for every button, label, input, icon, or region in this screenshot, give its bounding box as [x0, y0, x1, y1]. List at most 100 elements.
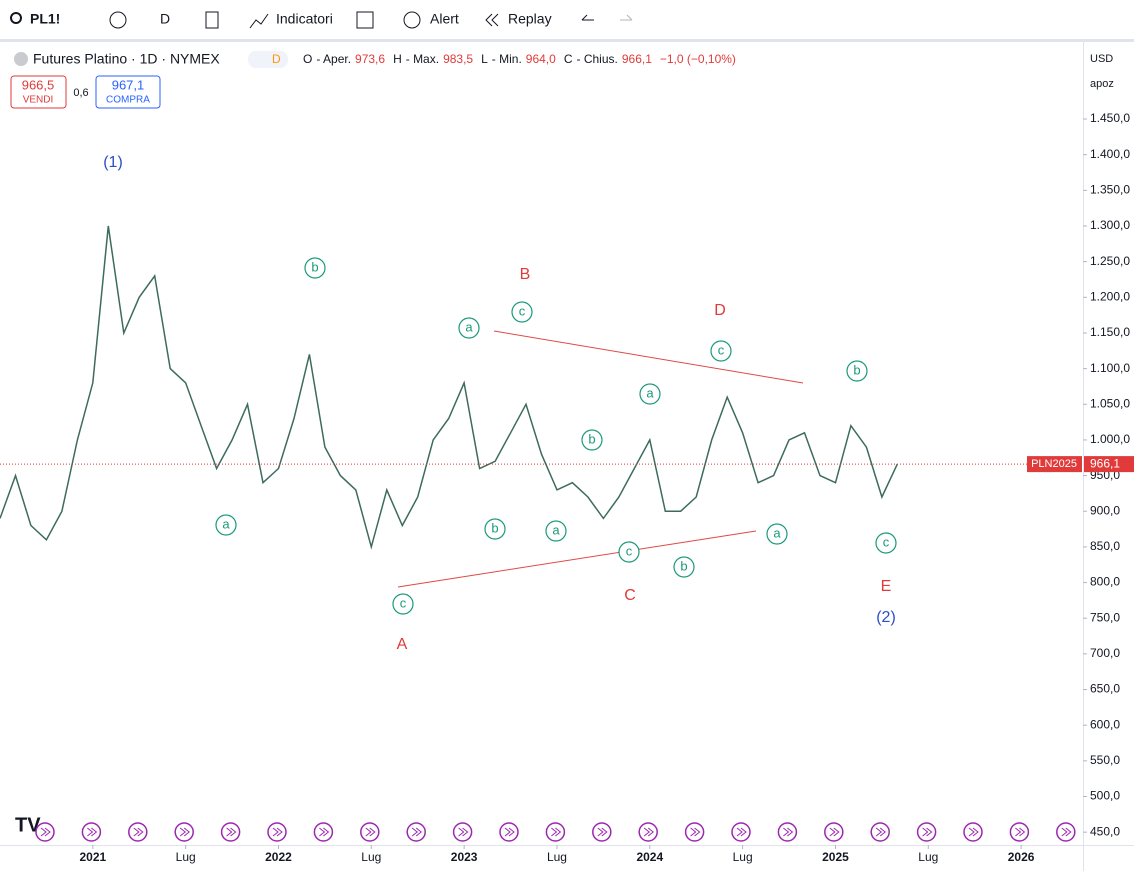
- replay-marker-icon: [365, 827, 376, 837]
- replay-marker-icon: [272, 827, 283, 837]
- replay-marker: [916, 822, 937, 842]
- wave-circle: [511, 301, 533, 323]
- search-icon[interactable]: [10, 12, 22, 24]
- wave-circle: [639, 383, 661, 405]
- wave-label: c: [718, 342, 725, 357]
- wave-label: b: [680, 558, 687, 573]
- wave-circle: [581, 429, 603, 451]
- trend-line: [493, 330, 804, 384]
- replay-marker-icon: [690, 827, 701, 837]
- interval[interactable]: D: [160, 11, 170, 27]
- x-tick-label: 2023: [451, 850, 478, 864]
- y-tick-label: 1.200,0: [1090, 289, 1130, 303]
- replay-marker: [684, 822, 705, 842]
- replay-marker: [777, 822, 798, 842]
- replay-marker-icon: [643, 827, 655, 837]
- y-tick-label: 850,0: [1090, 539, 1120, 553]
- buy-label[interactable]: COMPRA: [106, 95, 150, 106]
- replay-marker-icon: [179, 827, 191, 837]
- wave-label: A: [397, 636, 408, 653]
- buy-price[interactable]: 967,1: [112, 77, 145, 92]
- replay-marker: [128, 822, 148, 842]
- replay-marker-icon: [226, 827, 237, 837]
- badge: D: [272, 52, 281, 66]
- x-tick-label: 2022: [265, 850, 292, 864]
- y-tick-label: 1.150,0: [1090, 325, 1130, 339]
- replay-marker-icon: [551, 827, 562, 837]
- symbol-icon: [14, 52, 28, 66]
- ohlc-change: −1,0 (−0,10%): [660, 52, 736, 66]
- ohlc-value: 983,5: [443, 52, 473, 66]
- replay-marker: [360, 822, 380, 842]
- wave-label: (1): [103, 154, 123, 171]
- legend-title: Futures Platino · 1D · NYMEX: [33, 51, 220, 67]
- replay-marker: [963, 822, 983, 842]
- replay-marker: [35, 822, 55, 842]
- wave-circle: [875, 532, 897, 554]
- wave-label: a: [552, 522, 560, 537]
- ohlc-key: L: [481, 52, 488, 66]
- y-tick-label: 700,0: [1090, 646, 1120, 660]
- wave-label: C: [624, 587, 636, 604]
- indicators[interactable]: Indicatori: [276, 11, 333, 27]
- x-tick-label: 2026: [1008, 850, 1035, 864]
- price-line: [0, 225, 898, 550]
- replay-marker-icon: [922, 827, 933, 837]
- y-tick-label: 750,0: [1090, 610, 1120, 624]
- wave-label: B: [520, 266, 531, 283]
- wave-label: a: [465, 319, 473, 334]
- y-tick-label: 1.400,0: [1090, 147, 1130, 161]
- y-tick-label: 650,0: [1090, 682, 1120, 696]
- replay-marker: [499, 822, 519, 842]
- replay-marker-icon: [597, 827, 608, 837]
- replay-icon[interactable]: [485, 13, 499, 27]
- y-tick-label: 500,0: [1090, 789, 1120, 803]
- y-tick-label: 800,0: [1090, 575, 1120, 589]
- layout-icon[interactable]: [356, 11, 374, 29]
- replay-marker: [313, 822, 334, 842]
- ohlc-key: H: [393, 52, 402, 66]
- x-tick-label: Lug: [361, 850, 381, 864]
- replay-marker: [870, 822, 890, 842]
- sell-label[interactable]: VENDI: [23, 95, 54, 106]
- redo-icon[interactable]: [620, 14, 633, 21]
- sell-price[interactable]: 966,5: [22, 77, 55, 92]
- wave-label: D: [714, 302, 726, 319]
- ohlc-label: - Chius.: [577, 52, 618, 66]
- wave-label: c: [519, 303, 526, 318]
- y-tick-label: 1.450,0: [1090, 111, 1130, 125]
- bars-icon[interactable]: [205, 11, 219, 29]
- replay-marker-icon: [458, 827, 469, 837]
- price-tag-value-bg: [1084, 456, 1134, 473]
- replay-marker-icon: [133, 827, 144, 837]
- ohlc-key: C: [564, 52, 573, 66]
- replay-marker: [1009, 822, 1030, 842]
- logo: TV: [15, 814, 41, 836]
- wave-label: b: [588, 431, 595, 446]
- badge-bg: [248, 51, 288, 68]
- wave-label: c: [400, 595, 407, 610]
- undo-icon[interactable]: [581, 14, 594, 21]
- symbol[interactable]: PL1!: [30, 11, 60, 27]
- replay-marker: [406, 822, 426, 842]
- ohlc-value: 964,0: [526, 52, 556, 66]
- wave-circle: [710, 340, 732, 362]
- indicators-icon[interactable]: [249, 13, 269, 29]
- x-tick-label: 2025: [822, 850, 849, 864]
- replay-marker: [174, 822, 194, 842]
- alert[interactable]: Alert: [430, 11, 459, 27]
- wave-circle: [846, 360, 868, 382]
- sell-button[interactable]: [10, 75, 67, 109]
- scale-mode[interactable]: apoz: [1090, 78, 1114, 90]
- y-tick-label: 450,0: [1090, 824, 1120, 838]
- add-icon[interactable]: [109, 11, 127, 29]
- buy-button[interactable]: [95, 75, 161, 109]
- currency[interactable]: USD: [1090, 53, 1113, 65]
- wave-circle: [304, 257, 326, 279]
- replay[interactable]: Replay: [508, 11, 552, 27]
- replay-marker-icon: [1061, 827, 1072, 837]
- wave-circle: [484, 518, 506, 540]
- alert-icon[interactable]: [403, 11, 421, 29]
- replay-marker: [592, 822, 612, 842]
